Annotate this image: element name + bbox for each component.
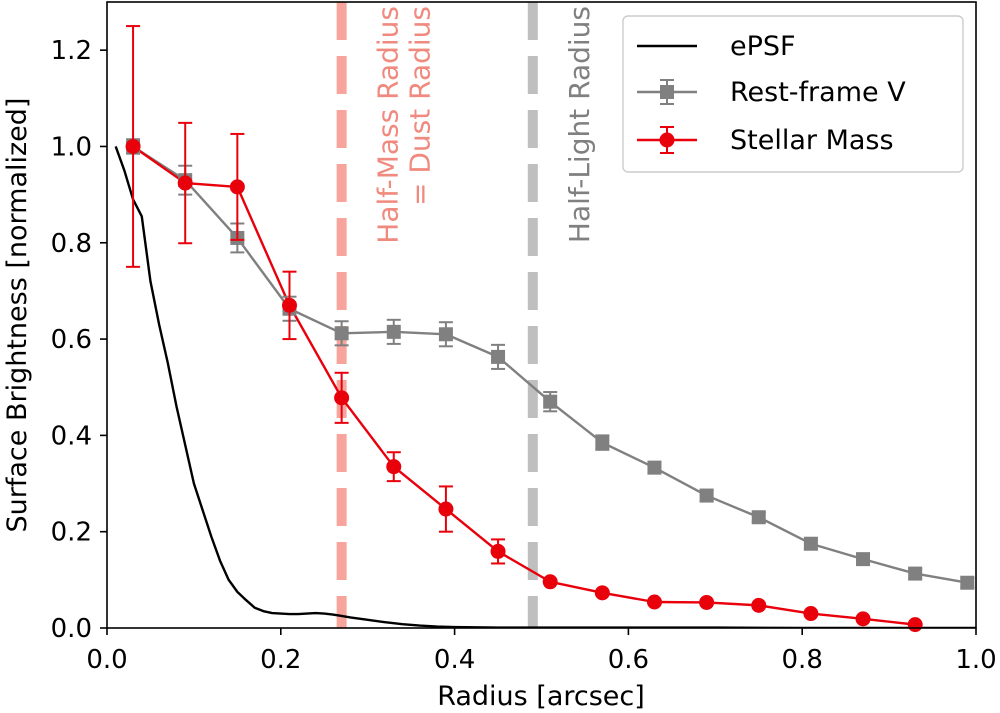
legend: ePSF Rest-frame V Stellar Mass: [622, 15, 964, 173]
rest-frame-v-point: [543, 394, 558, 409]
half-light-radius-label: Half-Light Radius: [563, 6, 596, 243]
stellar-mass-point: [542, 574, 558, 590]
y-tick-label: 0.0: [51, 614, 92, 644]
legend-label-restframe-v: Rest-frame V: [730, 77, 906, 108]
rest-frame-v-point: [386, 324, 401, 339]
stellar-mass-point: [177, 175, 193, 191]
stellar-mass-point: [594, 585, 610, 601]
legend-label-epsf: ePSF: [730, 31, 796, 62]
y-tick-label: 0.2: [51, 518, 92, 548]
dust-radius-label: = Dust Radius: [404, 6, 437, 206]
y-axis-label: Surface Brightness [normalized]: [2, 98, 33, 533]
stellar-mass-point: [751, 597, 767, 613]
rest-frame-v-point: [491, 349, 506, 364]
series-layer: [114, 145, 976, 628]
rest-frame-v-point: [438, 327, 453, 342]
stellar-mass-point: [281, 297, 297, 313]
x-tick-label: 0.0: [86, 645, 127, 675]
rest-frame-v-line: [132, 145, 968, 584]
y-tick-label: 0.8: [51, 229, 92, 259]
y-tick-label: 1.0: [51, 132, 92, 162]
epsf-line: [114, 146, 976, 628]
x-axis-ticks: [106, 628, 977, 635]
stellar-mass-point: [490, 543, 506, 559]
stellar-mass-point: [855, 611, 871, 627]
rest-frame-v-point: [334, 326, 349, 341]
rest-frame-v-point: [960, 575, 975, 590]
stellar-mass-point: [907, 617, 923, 633]
y-tick-label: 0.4: [51, 421, 92, 451]
stellar-mass-line: [132, 145, 916, 626]
stellar-mass-point: [386, 459, 402, 475]
stellar-mass-point: [646, 594, 662, 610]
x-tick-label: 1.0: [955, 645, 996, 675]
x-tick-labels: 0.0 0.2 0.4 0.6 0.8 1.0: [86, 645, 996, 675]
stellar-mass-point: [334, 390, 350, 406]
y-tick-label: 1.2: [51, 36, 92, 66]
half-mass-radius-label: Half-Mass Radius: [372, 6, 405, 244]
stellar-mass-point: [438, 501, 454, 517]
markers-layer: [125, 25, 975, 633]
stellar-mass-point: [125, 138, 141, 154]
y-tick-labels: 0.0 0.2 0.4 0.6 0.8 1.0 1.2: [51, 36, 92, 644]
x-tick-label: 0.8: [782, 645, 823, 675]
reference-lines: [336, 2, 538, 628]
legend-marker-stellar-mass: [659, 132, 675, 148]
legend-label-stellar-mass: Stellar Mass: [730, 125, 894, 156]
rest-frame-v-point: [647, 460, 662, 475]
stellar-mass-point: [699, 594, 715, 610]
y-axis-ticks: [100, 49, 107, 629]
x-axis-label: Radius [arcsec]: [437, 681, 645, 712]
plot-frame: [106, 1, 977, 629]
legend-frame: [622, 15, 964, 173]
x-tick-label: 0.6: [608, 645, 649, 675]
reference-line-labels: Half-Mass Radius = Dust Radius Half-Ligh…: [372, 6, 596, 244]
stellar-mass-point: [229, 179, 245, 195]
rest-frame-v-point: [803, 536, 818, 551]
rest-frame-v-point: [751, 510, 766, 525]
rest-frame-v-point: [856, 552, 871, 567]
stellar-mass-point: [803, 606, 819, 622]
rest-frame-v-point: [908, 566, 923, 581]
legend-marker-restframe-v: [660, 85, 674, 99]
x-tick-label: 0.2: [260, 645, 301, 675]
rest-frame-v-point: [699, 488, 714, 503]
y-tick-label: 0.6: [51, 325, 92, 355]
rest-frame-v-point: [595, 435, 610, 450]
x-tick-label: 0.4: [434, 645, 475, 675]
